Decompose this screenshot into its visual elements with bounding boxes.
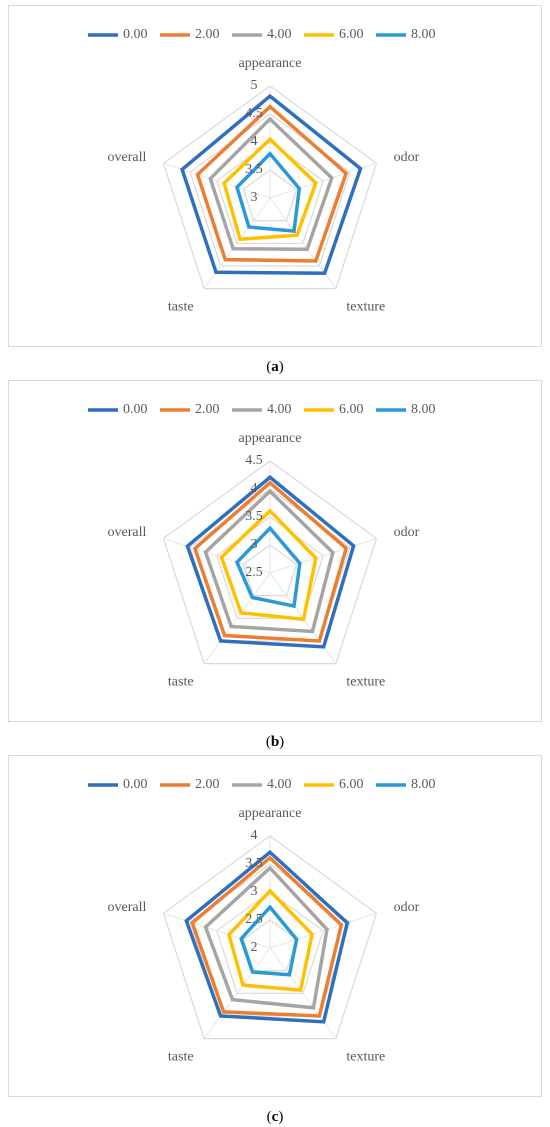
- series-line: [203, 865, 329, 1010]
- series-line: [195, 104, 349, 263]
- legend-label: 8.00: [411, 402, 436, 417]
- series-line: [234, 525, 302, 609]
- radar-chart: 0.00 2.00 4.00 6.00 8.00 appearance odor textur…: [8, 5, 542, 347]
- r-tick-label: 4.5: [245, 453, 263, 468]
- legend-label: 8.00: [411, 27, 436, 42]
- category-label: overall: [107, 150, 146, 165]
- category-label: texture: [346, 299, 385, 314]
- legend-label: 0.00: [123, 402, 148, 417]
- category-label: overall: [107, 900, 146, 915]
- radar-chart: 0.00 2.00 4.00 6.00 8.00 appearance odor textur…: [8, 755, 542, 1097]
- legend-label: 6.00: [339, 27, 364, 42]
- category-label: odor: [394, 150, 420, 165]
- caption-part: (: [266, 734, 271, 750]
- caption-part: (: [266, 359, 271, 375]
- series-line: [227, 888, 314, 993]
- category-label: odor: [394, 525, 420, 540]
- grid-line: [162, 85, 378, 290]
- r-tick-label: 3: [251, 190, 258, 205]
- legend-label: 2.00: [195, 402, 220, 417]
- r-tick-label: 3: [251, 884, 258, 899]
- legend-label: 4.00: [267, 777, 292, 792]
- grid-line: [189, 488, 351, 642]
- r-tick-label: 2.5: [245, 565, 263, 580]
- caption-part: ): [279, 359, 284, 375]
- series-line: [203, 488, 335, 634]
- category-label: taste: [168, 1049, 194, 1064]
- caption-part: ): [279, 734, 284, 750]
- grid-line: [216, 141, 324, 244]
- spoke: [269, 912, 377, 949]
- category-label: appearance: [239, 56, 302, 71]
- series-line: [222, 136, 318, 242]
- r-tick-label: 4: [251, 134, 258, 149]
- category-label: overall: [107, 525, 146, 540]
- series-line: [180, 93, 363, 275]
- caption: (a): [266, 359, 284, 375]
- caption-part: a: [271, 359, 279, 375]
- caption-part: b: [271, 734, 279, 750]
- r-tick-label: 4: [251, 481, 258, 496]
- r-tick-label: 3.5: [245, 856, 263, 871]
- spoke: [163, 537, 271, 574]
- spoke: [163, 912, 271, 949]
- grid-line: [216, 891, 324, 994]
- r-tick-label: 4: [251, 828, 258, 843]
- spoke: [269, 537, 377, 574]
- legend-label: 4.00: [267, 402, 292, 417]
- category-label: texture: [346, 1049, 385, 1064]
- r-tick-label: 2.5: [245, 912, 263, 927]
- category-label: appearance: [239, 806, 302, 821]
- series-line: [235, 151, 302, 233]
- category-label: taste: [168, 674, 194, 689]
- legend-label: 6.00: [339, 777, 364, 792]
- legend-label: 8.00: [411, 777, 436, 792]
- grid-line: [189, 113, 351, 267]
- legend-label: 2.00: [195, 777, 220, 792]
- grid-line: [162, 460, 378, 665]
- r-tick-label: 3.5: [245, 509, 263, 524]
- caption: (c): [267, 1109, 284, 1125]
- series-line: [185, 474, 356, 649]
- radar-chart: 0.00 2.00 4.00 6.00 8.00 appearance odor textur…: [8, 380, 542, 722]
- legend-label: 0.00: [123, 777, 148, 792]
- caption-part: ): [278, 1109, 283, 1125]
- r-tick-label: 2: [251, 940, 258, 955]
- caption: (b): [266, 734, 284, 750]
- category-label: appearance: [239, 431, 302, 446]
- chart-frame: [8, 5, 542, 347]
- r-tick-label: 4.5: [245, 106, 263, 121]
- series-line: [219, 508, 318, 622]
- r-tick-label: 5: [251, 78, 258, 93]
- legend-label: 0.00: [123, 27, 148, 42]
- grid-line: [162, 835, 378, 1040]
- spoke: [203, 947, 271, 1039]
- grid-line: [242, 169, 298, 222]
- chart-frame: [8, 755, 542, 1097]
- chart-frame: [8, 380, 542, 722]
- series-line: [239, 904, 299, 977]
- r-tick-label: 3.5: [245, 162, 263, 177]
- grid-line: [216, 516, 324, 619]
- series-line: [184, 849, 350, 1024]
- category-label: taste: [168, 299, 194, 314]
- spoke: [203, 572, 271, 664]
- category-label: texture: [346, 674, 385, 689]
- r-tick-label: 3: [251, 537, 258, 552]
- series-line: [208, 116, 334, 251]
- series-line: [190, 855, 344, 1018]
- grid-line: [242, 544, 298, 597]
- legend-label: 4.00: [267, 27, 292, 42]
- legend-label: 6.00: [339, 402, 364, 417]
- caption-part: (: [267, 1109, 272, 1125]
- series-line: [192, 480, 349, 643]
- category-label: odor: [394, 900, 420, 915]
- caption-part: c: [272, 1109, 279, 1125]
- legend-label: 2.00: [195, 27, 220, 42]
